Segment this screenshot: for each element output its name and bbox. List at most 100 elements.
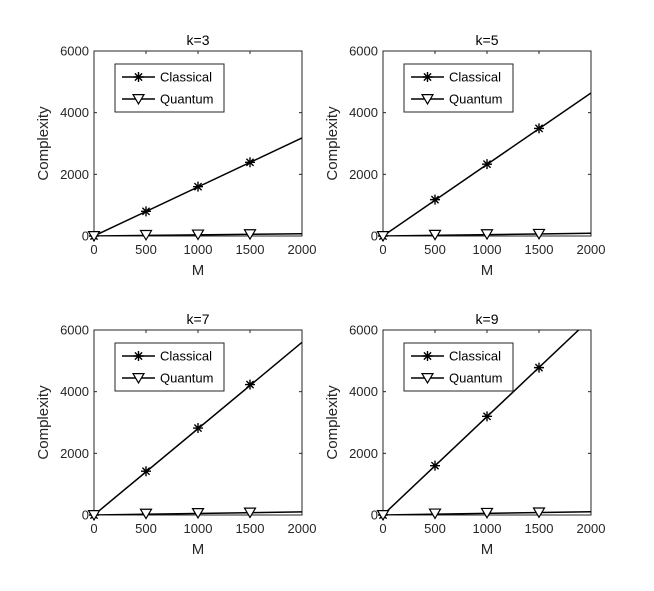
y-tick-label: 6000 xyxy=(349,44,378,59)
series-quantum xyxy=(376,507,591,522)
y-tick-label: 4000 xyxy=(60,105,89,120)
x-tick-label: 2000 xyxy=(577,242,606,257)
legend-item-quantum: Quantum xyxy=(122,371,213,386)
x-tick-label: 2000 xyxy=(288,242,317,257)
quantum-marker xyxy=(376,510,390,522)
x-axis-label: M xyxy=(192,262,205,279)
quantum-marker xyxy=(428,229,442,241)
y-tick-label: 0 xyxy=(82,229,89,244)
y-axis-label: Complexity xyxy=(35,106,52,181)
x-tick-label: 0 xyxy=(90,242,97,257)
y-tick-label: 6000 xyxy=(60,44,89,59)
x-tick-label: 2000 xyxy=(288,521,317,536)
x-tick-label: 1500 xyxy=(236,521,265,536)
classical-marker xyxy=(141,466,151,477)
legend-box xyxy=(403,63,514,113)
y-tick-label: 2000 xyxy=(349,446,378,461)
chart-panel-3: 0 500 1000 1500 2000 0 2000 4000 6000 k=7 M Complex… xyxy=(35,311,316,558)
quantum-marker xyxy=(87,231,101,243)
panel-title: k=7 xyxy=(187,311,210,327)
quantum-marker xyxy=(243,507,257,519)
quantum-marker xyxy=(532,228,546,240)
x-tick-label: 1500 xyxy=(525,242,554,257)
x-tick-label: 500 xyxy=(424,242,446,257)
y-tick-label: 2000 xyxy=(349,167,378,182)
y-tick-label: 0 xyxy=(371,229,378,244)
quantum-marker xyxy=(243,229,257,241)
x-tick-label: 500 xyxy=(424,521,446,536)
legend-marker xyxy=(133,351,144,361)
chart-panel-4: 0 500 1000 1500 2000 0 2000 4000 6000 k=9 M Complex… xyxy=(324,311,605,558)
x-tick-label: 1500 xyxy=(525,521,554,536)
y-tick-label: 6000 xyxy=(349,323,378,338)
x-tick-label: 0 xyxy=(379,242,386,257)
legend-marker xyxy=(420,373,435,385)
legend-item-quantum: Quantum xyxy=(411,92,502,107)
classical-marker xyxy=(534,362,544,373)
quantum-marker xyxy=(191,507,205,520)
legend-label: Quantum xyxy=(160,371,213,386)
chart-panel-2: 0 500 1000 1500 2000 0 2000 4000 6000 k=5 M Complex… xyxy=(324,32,605,279)
legend-box xyxy=(114,342,225,392)
y-tick-label: 4000 xyxy=(60,384,89,399)
classical-marker xyxy=(245,157,255,168)
y-tick-label: 6000 xyxy=(60,323,89,338)
legend-item-quantum: Quantum xyxy=(411,371,502,386)
classical-marker xyxy=(534,123,544,134)
x-tick-label: 0 xyxy=(90,521,97,536)
quantum-marker xyxy=(191,229,205,241)
legend-marker xyxy=(420,93,435,106)
legend: Classical Quantum xyxy=(114,63,225,113)
legend-box xyxy=(114,63,225,113)
y-tick-label: 4000 xyxy=(349,384,378,399)
x-tick-label: 1000 xyxy=(473,521,502,536)
chart-panel-1: 0 500 1000 1500 2000 0 2000 4000 6000 k=3 M Complex… xyxy=(35,32,316,279)
legend-label: Quantum xyxy=(160,92,213,107)
legend-box xyxy=(403,342,514,392)
x-axis-label: M xyxy=(481,541,494,558)
y-axis-label: Complexity xyxy=(324,385,341,460)
legend-item-classical: Classical xyxy=(411,70,501,85)
classical-marker xyxy=(193,181,203,192)
classical-marker xyxy=(430,194,440,205)
quantum-marker xyxy=(532,507,546,519)
x-tick-label: 0 xyxy=(379,521,386,536)
quantum-marker xyxy=(480,507,494,519)
x-axis-label: M xyxy=(192,541,205,558)
series-quantum xyxy=(87,507,302,522)
classical-marker xyxy=(430,460,440,471)
legend-label: Quantum xyxy=(449,371,502,386)
series-quantum xyxy=(376,228,591,243)
x-tick-label: 1500 xyxy=(236,242,265,257)
classical-marker xyxy=(245,379,255,390)
legend-marker xyxy=(133,72,144,82)
legend-label: Classical xyxy=(160,70,212,85)
y-tick-label: 2000 xyxy=(60,446,89,461)
quantum-marker xyxy=(87,510,101,522)
legend: Classical Quantum xyxy=(114,342,225,392)
legend-label: Classical xyxy=(449,349,501,364)
y-tick-label: 0 xyxy=(82,508,89,523)
legend-marker xyxy=(422,72,433,82)
x-tick-label: 1000 xyxy=(184,242,213,257)
legend-item-quantum: Quantum xyxy=(122,92,213,107)
x-tick-label: 2000 xyxy=(577,521,606,536)
quantum-marker xyxy=(139,508,153,520)
quantum-marker xyxy=(376,231,390,243)
x-tick-label: 500 xyxy=(135,242,157,257)
x-tick-label: 1000 xyxy=(184,521,213,536)
legend-item-classical: Classical xyxy=(411,349,501,364)
panel-title: k=3 xyxy=(187,32,210,48)
legend-label: Classical xyxy=(449,70,501,85)
legend-item-classical: Classical xyxy=(122,349,212,364)
panel-title: k=5 xyxy=(476,32,499,48)
y-axis-label: Complexity xyxy=(324,106,341,181)
legend-marker xyxy=(131,373,146,385)
y-tick-label: 4000 xyxy=(349,105,378,120)
panel-title: k=9 xyxy=(476,311,499,327)
x-tick-label: 500 xyxy=(135,521,157,536)
y-axis-label: Complexity xyxy=(35,385,52,460)
legend: Classical Quantum xyxy=(403,63,514,113)
classical-marker xyxy=(193,423,203,434)
